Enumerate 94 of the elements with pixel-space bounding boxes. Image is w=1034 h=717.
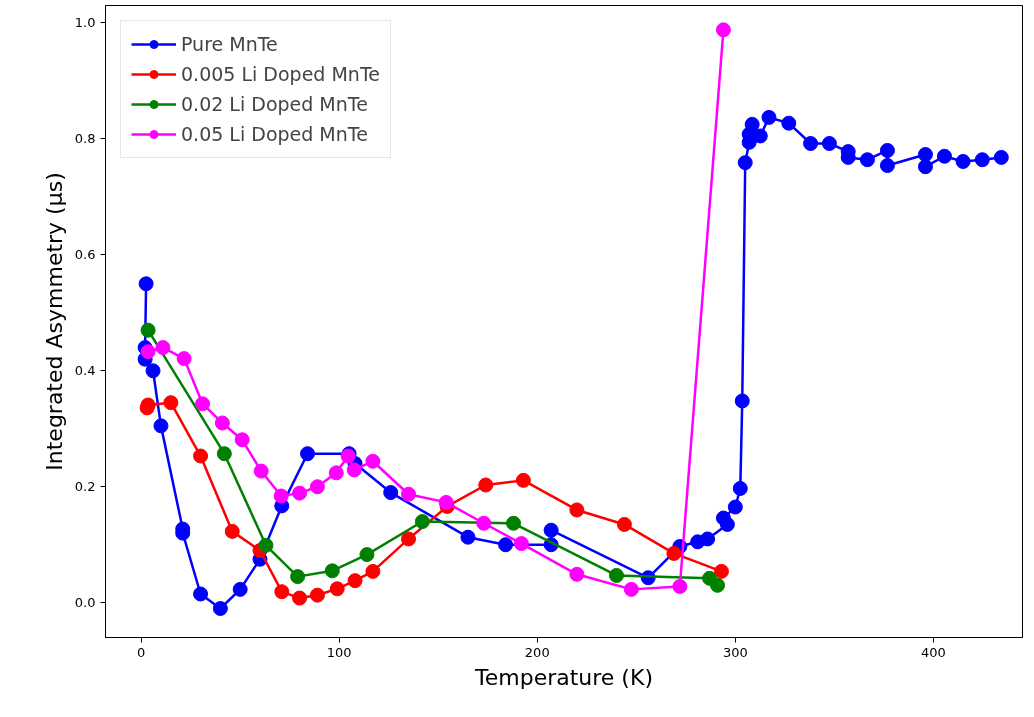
point bbox=[732, 481, 748, 496]
point bbox=[214, 415, 230, 431]
point bbox=[193, 586, 209, 602]
point bbox=[292, 590, 308, 606]
point bbox=[309, 587, 325, 603]
point bbox=[138, 276, 154, 292]
x-tick-label: 100 bbox=[326, 644, 352, 660]
point bbox=[274, 584, 290, 600]
point bbox=[737, 155, 753, 171]
y-tick-label: 0.8 bbox=[74, 131, 96, 147]
point bbox=[543, 522, 559, 538]
point bbox=[478, 477, 494, 493]
point bbox=[761, 109, 777, 125]
point bbox=[347, 573, 363, 589]
point bbox=[569, 502, 585, 518]
x-tick-label: 300 bbox=[722, 644, 748, 660]
x-axis-title: Temperature (K) bbox=[474, 664, 653, 690]
point bbox=[506, 515, 521, 531]
legend-label: 0.02 Li Doped MnTe bbox=[181, 92, 368, 117]
legend-label: 0.005 Li Doped MnTe bbox=[181, 62, 380, 87]
point bbox=[258, 537, 274, 553]
legend-label: Pure MnTe bbox=[181, 32, 278, 57]
point bbox=[438, 494, 454, 510]
legend-label: 0.05 Li Doped MnTe bbox=[181, 122, 368, 147]
point bbox=[879, 142, 895, 158]
point bbox=[401, 531, 417, 547]
point bbox=[727, 499, 743, 515]
point bbox=[974, 152, 990, 168]
point bbox=[821, 136, 837, 151]
point bbox=[672, 578, 688, 594]
point bbox=[859, 152, 875, 168]
point bbox=[709, 577, 725, 593]
point bbox=[803, 136, 819, 151]
point bbox=[623, 581, 639, 597]
point bbox=[569, 566, 585, 582]
point bbox=[414, 514, 430, 530]
point bbox=[460, 529, 476, 545]
point bbox=[476, 515, 492, 531]
y-tick-label: 0.2 bbox=[74, 479, 96, 495]
point bbox=[936, 148, 952, 164]
point bbox=[292, 485, 308, 501]
point bbox=[666, 545, 682, 561]
point bbox=[879, 158, 895, 174]
point bbox=[955, 153, 971, 169]
point bbox=[163, 395, 179, 411]
point bbox=[744, 116, 760, 132]
point bbox=[734, 393, 750, 409]
point bbox=[917, 159, 933, 175]
point bbox=[273, 488, 289, 504]
point bbox=[608, 567, 624, 583]
point bbox=[153, 418, 169, 434]
point bbox=[328, 465, 344, 481]
point bbox=[140, 322, 156, 338]
point bbox=[300, 446, 316, 462]
point bbox=[993, 149, 1009, 165]
point bbox=[224, 523, 240, 539]
y-tick-label: 0.4 bbox=[74, 363, 96, 379]
point bbox=[309, 479, 325, 495]
y-tick-label: 0.0 bbox=[74, 595, 96, 611]
point bbox=[513, 536, 529, 552]
point bbox=[616, 516, 632, 532]
point bbox=[253, 463, 269, 479]
point bbox=[346, 462, 362, 478]
point bbox=[781, 115, 797, 131]
point bbox=[176, 351, 192, 367]
point bbox=[700, 531, 716, 547]
point bbox=[145, 363, 161, 379]
x-tick-label: 200 bbox=[524, 644, 550, 660]
point bbox=[324, 563, 340, 579]
point bbox=[212, 601, 228, 616]
point bbox=[155, 340, 171, 356]
point bbox=[193, 448, 209, 464]
point bbox=[515, 472, 531, 488]
point bbox=[713, 563, 729, 579]
point bbox=[715, 510, 731, 526]
point bbox=[365, 563, 381, 579]
point bbox=[234, 432, 250, 448]
point bbox=[216, 446, 232, 462]
point bbox=[365, 453, 381, 469]
y-tick-label: 0.6 bbox=[74, 247, 96, 263]
point bbox=[498, 537, 514, 553]
point bbox=[383, 485, 399, 501]
point bbox=[232, 581, 248, 597]
x-tick-label: 400 bbox=[920, 644, 946, 660]
point bbox=[401, 486, 417, 502]
point bbox=[140, 344, 156, 360]
point bbox=[195, 396, 211, 412]
point bbox=[290, 569, 306, 585]
point bbox=[715, 22, 731, 38]
y-tick-label: 1.0 bbox=[74, 15, 96, 31]
x-tick-label: 0 bbox=[137, 644, 146, 660]
y-axis-title: Integrated Asymmetry (μs) bbox=[41, 172, 67, 471]
point bbox=[329, 581, 345, 597]
point bbox=[359, 547, 375, 563]
